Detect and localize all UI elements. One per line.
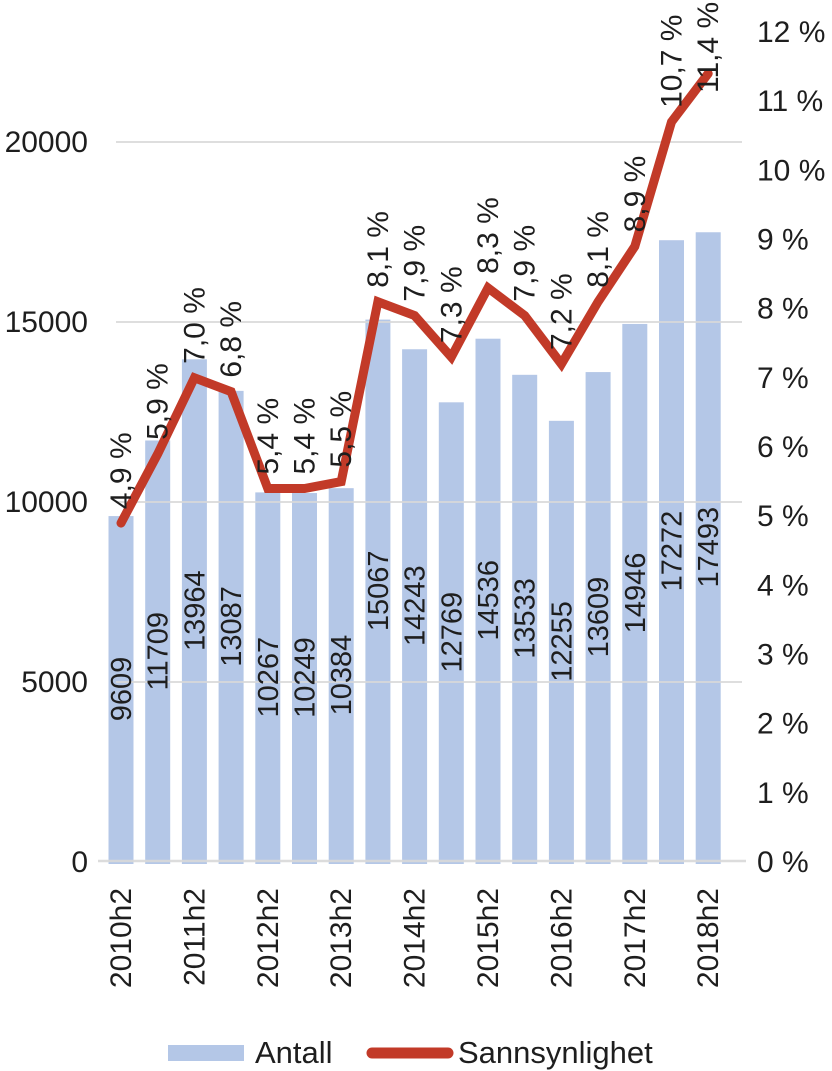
- right-axis-tick-label: 4 %: [757, 569, 809, 602]
- bar-value-label: 13533: [510, 578, 542, 659]
- line-value-label: 7,3 %: [435, 266, 468, 343]
- line-value-label: 4,9 %: [105, 432, 138, 509]
- bar-value-label: 13964: [179, 570, 211, 651]
- line-value-label: 6,8 %: [215, 301, 248, 378]
- line-value-label: 8,1 %: [362, 211, 395, 288]
- bar-antall: [512, 374, 538, 864]
- legend-antall-label: Antall: [255, 1035, 333, 1070]
- right-axis-tick-label: 12 %: [757, 16, 825, 49]
- bar-antall: [292, 493, 317, 864]
- left-axis-tick-label: 0: [71, 846, 88, 879]
- bar-value-label: 14536: [473, 560, 505, 641]
- right-axis-tick-label: 6 %: [757, 431, 809, 464]
- bar-antall: [475, 338, 501, 865]
- x-axis-tick-label: 2016h2: [545, 888, 578, 988]
- bar-antall: [695, 232, 721, 864]
- bar-antall: [365, 319, 391, 864]
- bar-value-label: 14243: [400, 565, 432, 646]
- bar-value-label: 17272: [657, 511, 689, 592]
- right-axis-tick-label: 2 %: [757, 708, 809, 741]
- legend-antall-swatch: [168, 1045, 244, 1061]
- bar-value-label: 10249: [290, 637, 322, 718]
- bar-antall: [255, 492, 281, 864]
- line-value-label: 7,0 %: [178, 287, 211, 364]
- bar-antall: [622, 323, 648, 865]
- bar-value-label: 17493: [693, 507, 725, 588]
- right-axis-tick-label: 1 %: [757, 777, 809, 810]
- bar-antall: [328, 488, 354, 864]
- bar-value-label: 13087: [216, 586, 248, 667]
- bar-value-label: 11709: [143, 612, 175, 691]
- x-axis-tick-label: 2018h2: [692, 888, 725, 988]
- bar-value-label: 10267: [253, 637, 285, 718]
- bar-value-label: 14946: [620, 553, 652, 634]
- right-axis-tick-label: 8 %: [757, 293, 809, 326]
- x-axis-tick-label: 2010h2: [105, 888, 138, 988]
- bar-antall: [108, 516, 134, 864]
- line-value-label: 8,9 %: [619, 156, 652, 233]
- x-axis-tick-label: 2013h2: [325, 888, 358, 988]
- x-axis-tick-label: 2014h2: [399, 888, 432, 988]
- right-axis-tick-label: 10 %: [757, 154, 825, 187]
- x-axis-tick-label: 2017h2: [619, 888, 652, 988]
- right-axis-tick-label: 0 %: [757, 846, 809, 879]
- bar-value-label: 12769: [436, 592, 468, 673]
- left-axis-tick-label: 15000: [5, 306, 88, 339]
- line-value-label: 5,9 %: [142, 363, 175, 440]
- line-value-label: 5,4 %: [252, 398, 285, 475]
- line-value-label: 7,9 %: [399, 225, 432, 302]
- left-axis-tick-label: 20000: [5, 126, 88, 159]
- x-axis-tick-label: 2012h2: [252, 888, 285, 988]
- right-axis-tick-label: 3 %: [757, 639, 809, 672]
- line-value-label: 10,7 %: [656, 15, 689, 108]
- bar-antall: [548, 420, 574, 864]
- x-axis-tick-label: 2015h2: [472, 888, 505, 988]
- line-value-label: 5,4 %: [289, 398, 322, 475]
- bar-value-label: 13609: [583, 577, 615, 658]
- legend-sannsynlighet-label: Sannsynlighet: [458, 1035, 653, 1070]
- bar-value-label: 10384: [326, 635, 358, 716]
- bar-value-label: 12255: [546, 601, 578, 682]
- bar-antall: [218, 390, 244, 864]
- right-axis-tick-label: 9 %: [757, 224, 809, 257]
- bar-antall: [402, 349, 428, 864]
- left-axis-tick-label: 5000: [21, 666, 88, 699]
- line-value-label: 8,3 %: [472, 197, 505, 274]
- bar-antall: [438, 402, 464, 864]
- line-value-label: 11,4 %: [692, 2, 725, 93]
- right-axis-tick-label: 5 %: [757, 500, 809, 533]
- x-axis-tick-label: 2011h2: [178, 888, 211, 986]
- line-value-label: 7,2 %: [545, 273, 578, 350]
- bar-antall: [585, 372, 611, 864]
- line-value-label: 7,9 %: [509, 225, 542, 302]
- bar-antall: [181, 359, 207, 864]
- right-axis-tick-label: 7 %: [757, 362, 809, 395]
- bar-antall: [659, 240, 684, 864]
- right-axis-tick-label: 11 %: [757, 85, 823, 118]
- bar-value-label: 9609: [106, 657, 138, 722]
- left-axis-tick-label: 10000: [5, 486, 88, 519]
- line-value-label: 5,5 %: [325, 391, 358, 468]
- bar-antall: [145, 440, 171, 864]
- bar-value-label: 15067: [363, 550, 395, 631]
- line-value-label: 8,1 %: [582, 211, 615, 288]
- sannsynlighet-line: [116, 69, 713, 528]
